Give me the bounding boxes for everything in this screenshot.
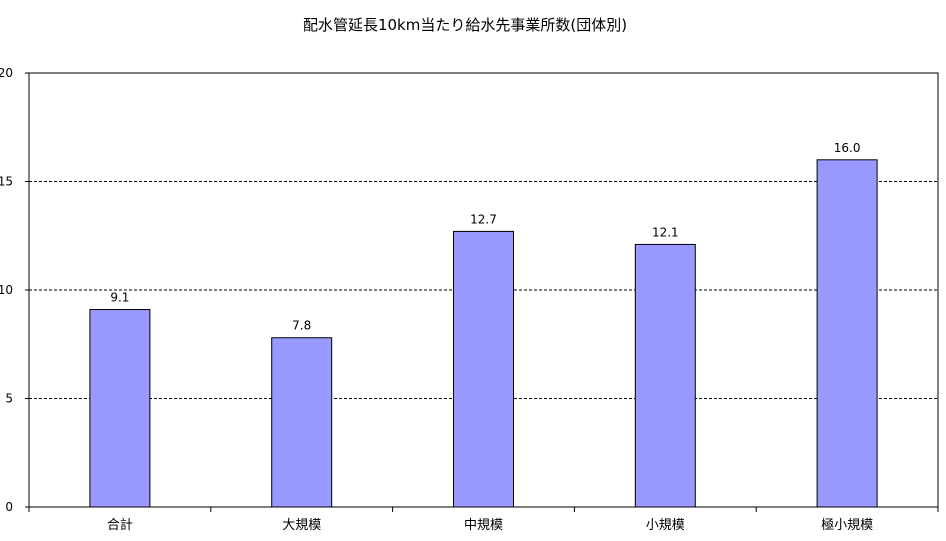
x-tick-label: 極小規模	[821, 517, 873, 533]
bar	[816, 159, 878, 508]
grid-lines	[29, 181, 938, 399]
data-label: 12.1	[652, 225, 679, 239]
bar	[453, 230, 514, 508]
x-tick-label: 合計	[107, 517, 133, 533]
bars	[89, 159, 878, 508]
data-label: 12.7	[470, 212, 497, 226]
y-tick-label: 15	[0, 175, 13, 189]
chart-title: 配水管延長10km当たり給水先事業所数(団体別)	[302, 16, 628, 34]
x-tick-label: 中規模	[464, 518, 503, 533]
y-tick-label: 5	[5, 392, 13, 406]
y-tick-label: 10	[0, 283, 13, 297]
data-label: 7.8	[292, 319, 311, 333]
bar	[89, 309, 151, 508]
y-tick-label: 0	[5, 500, 13, 514]
data-label: 9.1	[110, 291, 129, 305]
bar	[271, 337, 333, 508]
x-tick-label: 大規模	[282, 518, 321, 533]
data-label: 16.0	[834, 141, 861, 155]
y-tick-label: 20	[0, 66, 13, 80]
labels: 0 5 10 15 20 9.1 合計 7.8 大規模 12.7 中規模 12.1 小規模 16.0 極小規…	[0, 66, 873, 533]
bar	[634, 243, 696, 508]
x-tick-label: 小規模	[646, 518, 685, 533]
